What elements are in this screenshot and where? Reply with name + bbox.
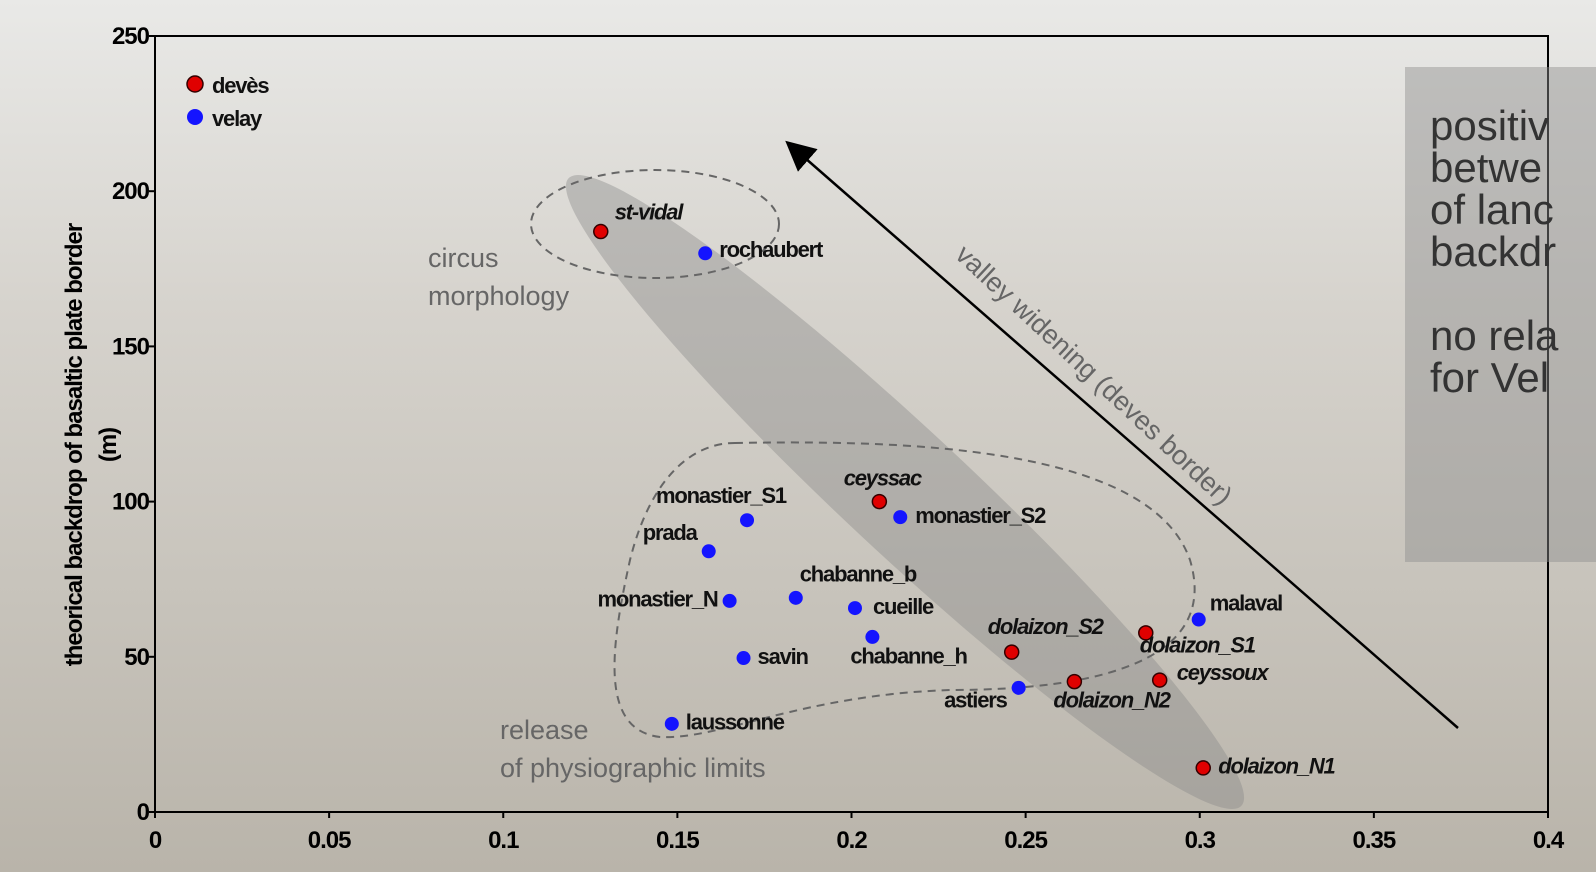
x-tick-label: 0.35 [1353,827,1396,854]
note-text: for Vel [1430,354,1549,401]
point-label: ceyssoux [1177,660,1270,685]
point-label: savin [758,644,809,669]
release-outline [613,441,1196,739]
x-tick-label: 0.1 [488,827,519,854]
trend-arrow [785,140,1459,729]
point-label: astiers [944,688,1008,713]
point [1003,644,1020,660]
note-text: betwe [1430,144,1542,191]
note-text: of lanc [1430,186,1554,233]
point-label: laussonne [686,710,785,735]
point [664,716,679,731]
point [1011,680,1026,695]
point-label: malaval [1210,590,1282,615]
point-label: monastier_S1 [656,483,787,508]
legend-marker [186,75,204,93]
legend-label: velay [212,106,263,131]
note-box [1405,67,1596,562]
legend-label: devès [212,73,269,98]
point [722,593,737,608]
point-label: monastier_N [598,587,718,612]
point-label: dolaizon_N1 [1218,754,1335,779]
x-tick-label: 0 [149,827,162,854]
x-tick-label: 0.15 [656,827,699,854]
point-label: dolaizon_S2 [988,614,1105,639]
point [865,629,880,644]
note-text: no rela [1430,312,1559,359]
y-axis-label: (m) [95,428,122,462]
x-tick-label: 0.05 [308,827,351,854]
point [701,544,716,559]
y-tick-label: 50 [124,644,149,671]
y-tick-label: 200 [112,178,150,205]
point-label: dolaizon_N2 [1053,687,1171,712]
point-label: monastier_S2 [915,503,1046,528]
x-tick-label: 0.3 [1185,827,1216,854]
y-tick-label: 250 [112,23,150,50]
point [1066,673,1083,690]
annotation: release [500,715,589,745]
point-label: chabanne_h [850,644,967,669]
point [1195,760,1211,776]
y-axis-label: theorical backdrop of basaltic plate bor… [61,223,88,666]
point-label: st-vidal [615,199,685,224]
y-tick-label: 150 [112,333,150,360]
y-tick-label: 0 [137,799,150,826]
point [893,510,908,525]
point [1191,612,1206,627]
point [698,246,713,261]
x-tick-label: 0.25 [1004,827,1047,854]
point [1151,672,1168,688]
point [593,223,609,240]
point [788,590,803,605]
point-label: chabanne_b [800,562,917,587]
x-tick-label: 0.2 [836,827,867,854]
annotation: morphology [428,281,570,311]
point [740,513,755,528]
legend-marker [187,109,203,125]
circus-outline [530,169,780,279]
trend-ellipse [565,175,1245,809]
point-label: prada [643,520,699,545]
y-tick-label: 100 [112,489,150,516]
point-label: dolaizon_S1 [1140,633,1256,658]
point-label: ceyssac [844,465,922,490]
annotation: circus [428,243,499,273]
note-text: positiv [1430,102,1549,149]
point [871,493,888,510]
x-tick-label: 0.4 [1533,827,1565,854]
note-text: backdr [1430,228,1556,275]
point [847,601,862,616]
point-label: rochaubert [719,237,824,262]
point [1138,625,1154,641]
point-label: cueille [873,594,934,619]
point [736,651,751,666]
annotation: of physiographic limits [500,753,766,783]
